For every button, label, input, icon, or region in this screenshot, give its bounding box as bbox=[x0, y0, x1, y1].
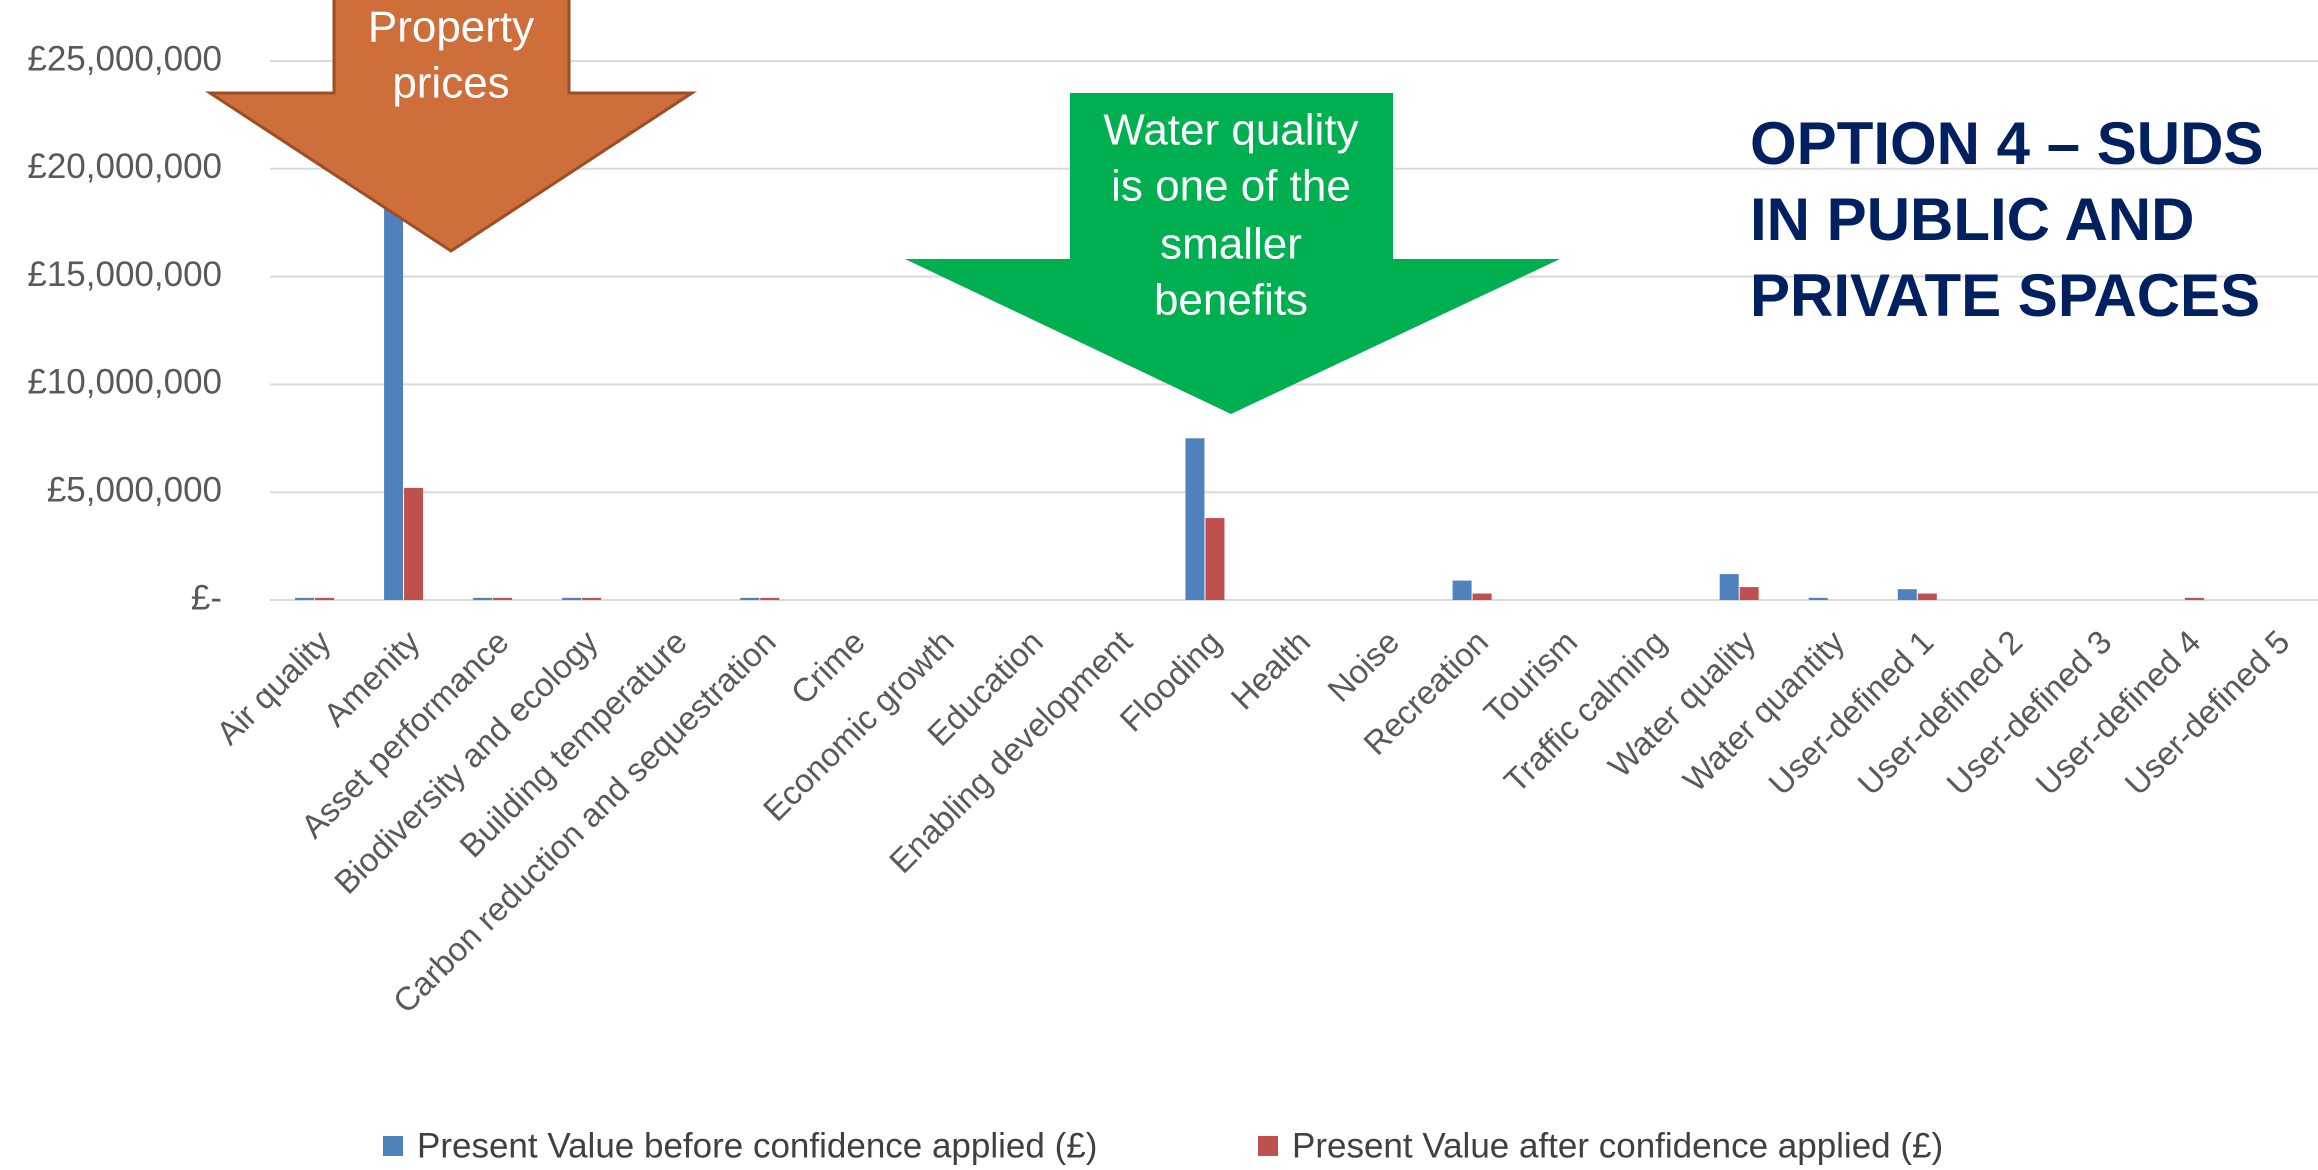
y-tick-label: £15,000,000 bbox=[27, 255, 222, 294]
callout-text: Water quality bbox=[1103, 106, 1358, 155]
bar bbox=[473, 597, 493, 600]
callout-text: smaller bbox=[1160, 220, 1302, 269]
x-tick-label: User-defined 5 bbox=[2117, 623, 2296, 802]
x-tick-label: Health bbox=[1224, 623, 1318, 717]
y-tick-label: £10,000,000 bbox=[27, 363, 222, 402]
y-tick-label: £25,000,000 bbox=[27, 39, 222, 78]
bar bbox=[562, 597, 582, 600]
callout-arrow bbox=[204, 0, 698, 253]
heading: PRIVATE SPACES bbox=[1750, 262, 2260, 329]
bar bbox=[295, 597, 315, 600]
y-tick-label: £5,000,000 bbox=[47, 470, 222, 509]
callout-text: is one of the bbox=[1111, 162, 1351, 211]
bar bbox=[1719, 574, 1739, 600]
bar bbox=[1452, 580, 1472, 600]
legend-label: Present Value before confidence applied … bbox=[417, 1126, 1097, 1165]
callout-text: benefits bbox=[1154, 276, 1308, 325]
legend-swatch bbox=[383, 1136, 403, 1156]
bar bbox=[1185, 438, 1205, 600]
bar bbox=[582, 597, 602, 600]
bar bbox=[1808, 597, 1828, 600]
bar bbox=[1472, 593, 1492, 600]
bar bbox=[404, 487, 424, 600]
bar bbox=[1205, 518, 1225, 600]
bar bbox=[1739, 587, 1759, 600]
callout-arrow bbox=[905, 93, 1560, 414]
bar bbox=[1917, 593, 1937, 600]
bar bbox=[1897, 589, 1917, 600]
heading: IN PUBLIC AND bbox=[1750, 186, 2194, 253]
legend-label: Present Value after confidence applied (… bbox=[1292, 1126, 1943, 1165]
bar bbox=[2184, 597, 2204, 600]
x-tick-label: Air quality bbox=[209, 623, 338, 752]
callout-text: Property bbox=[368, 3, 534, 52]
bar bbox=[740, 597, 760, 600]
callout-text: prices bbox=[392, 59, 509, 108]
bar bbox=[384, 147, 404, 601]
legend-swatch bbox=[1258, 1136, 1278, 1156]
bar bbox=[315, 597, 335, 600]
y-tick-label: £- bbox=[191, 578, 222, 617]
x-tick-label: Noise bbox=[1320, 623, 1406, 709]
heading: OPTION 4 – SUDS bbox=[1750, 110, 2263, 177]
bar bbox=[493, 597, 513, 600]
y-tick-label: £20,000,000 bbox=[27, 147, 222, 186]
bar bbox=[760, 597, 780, 600]
